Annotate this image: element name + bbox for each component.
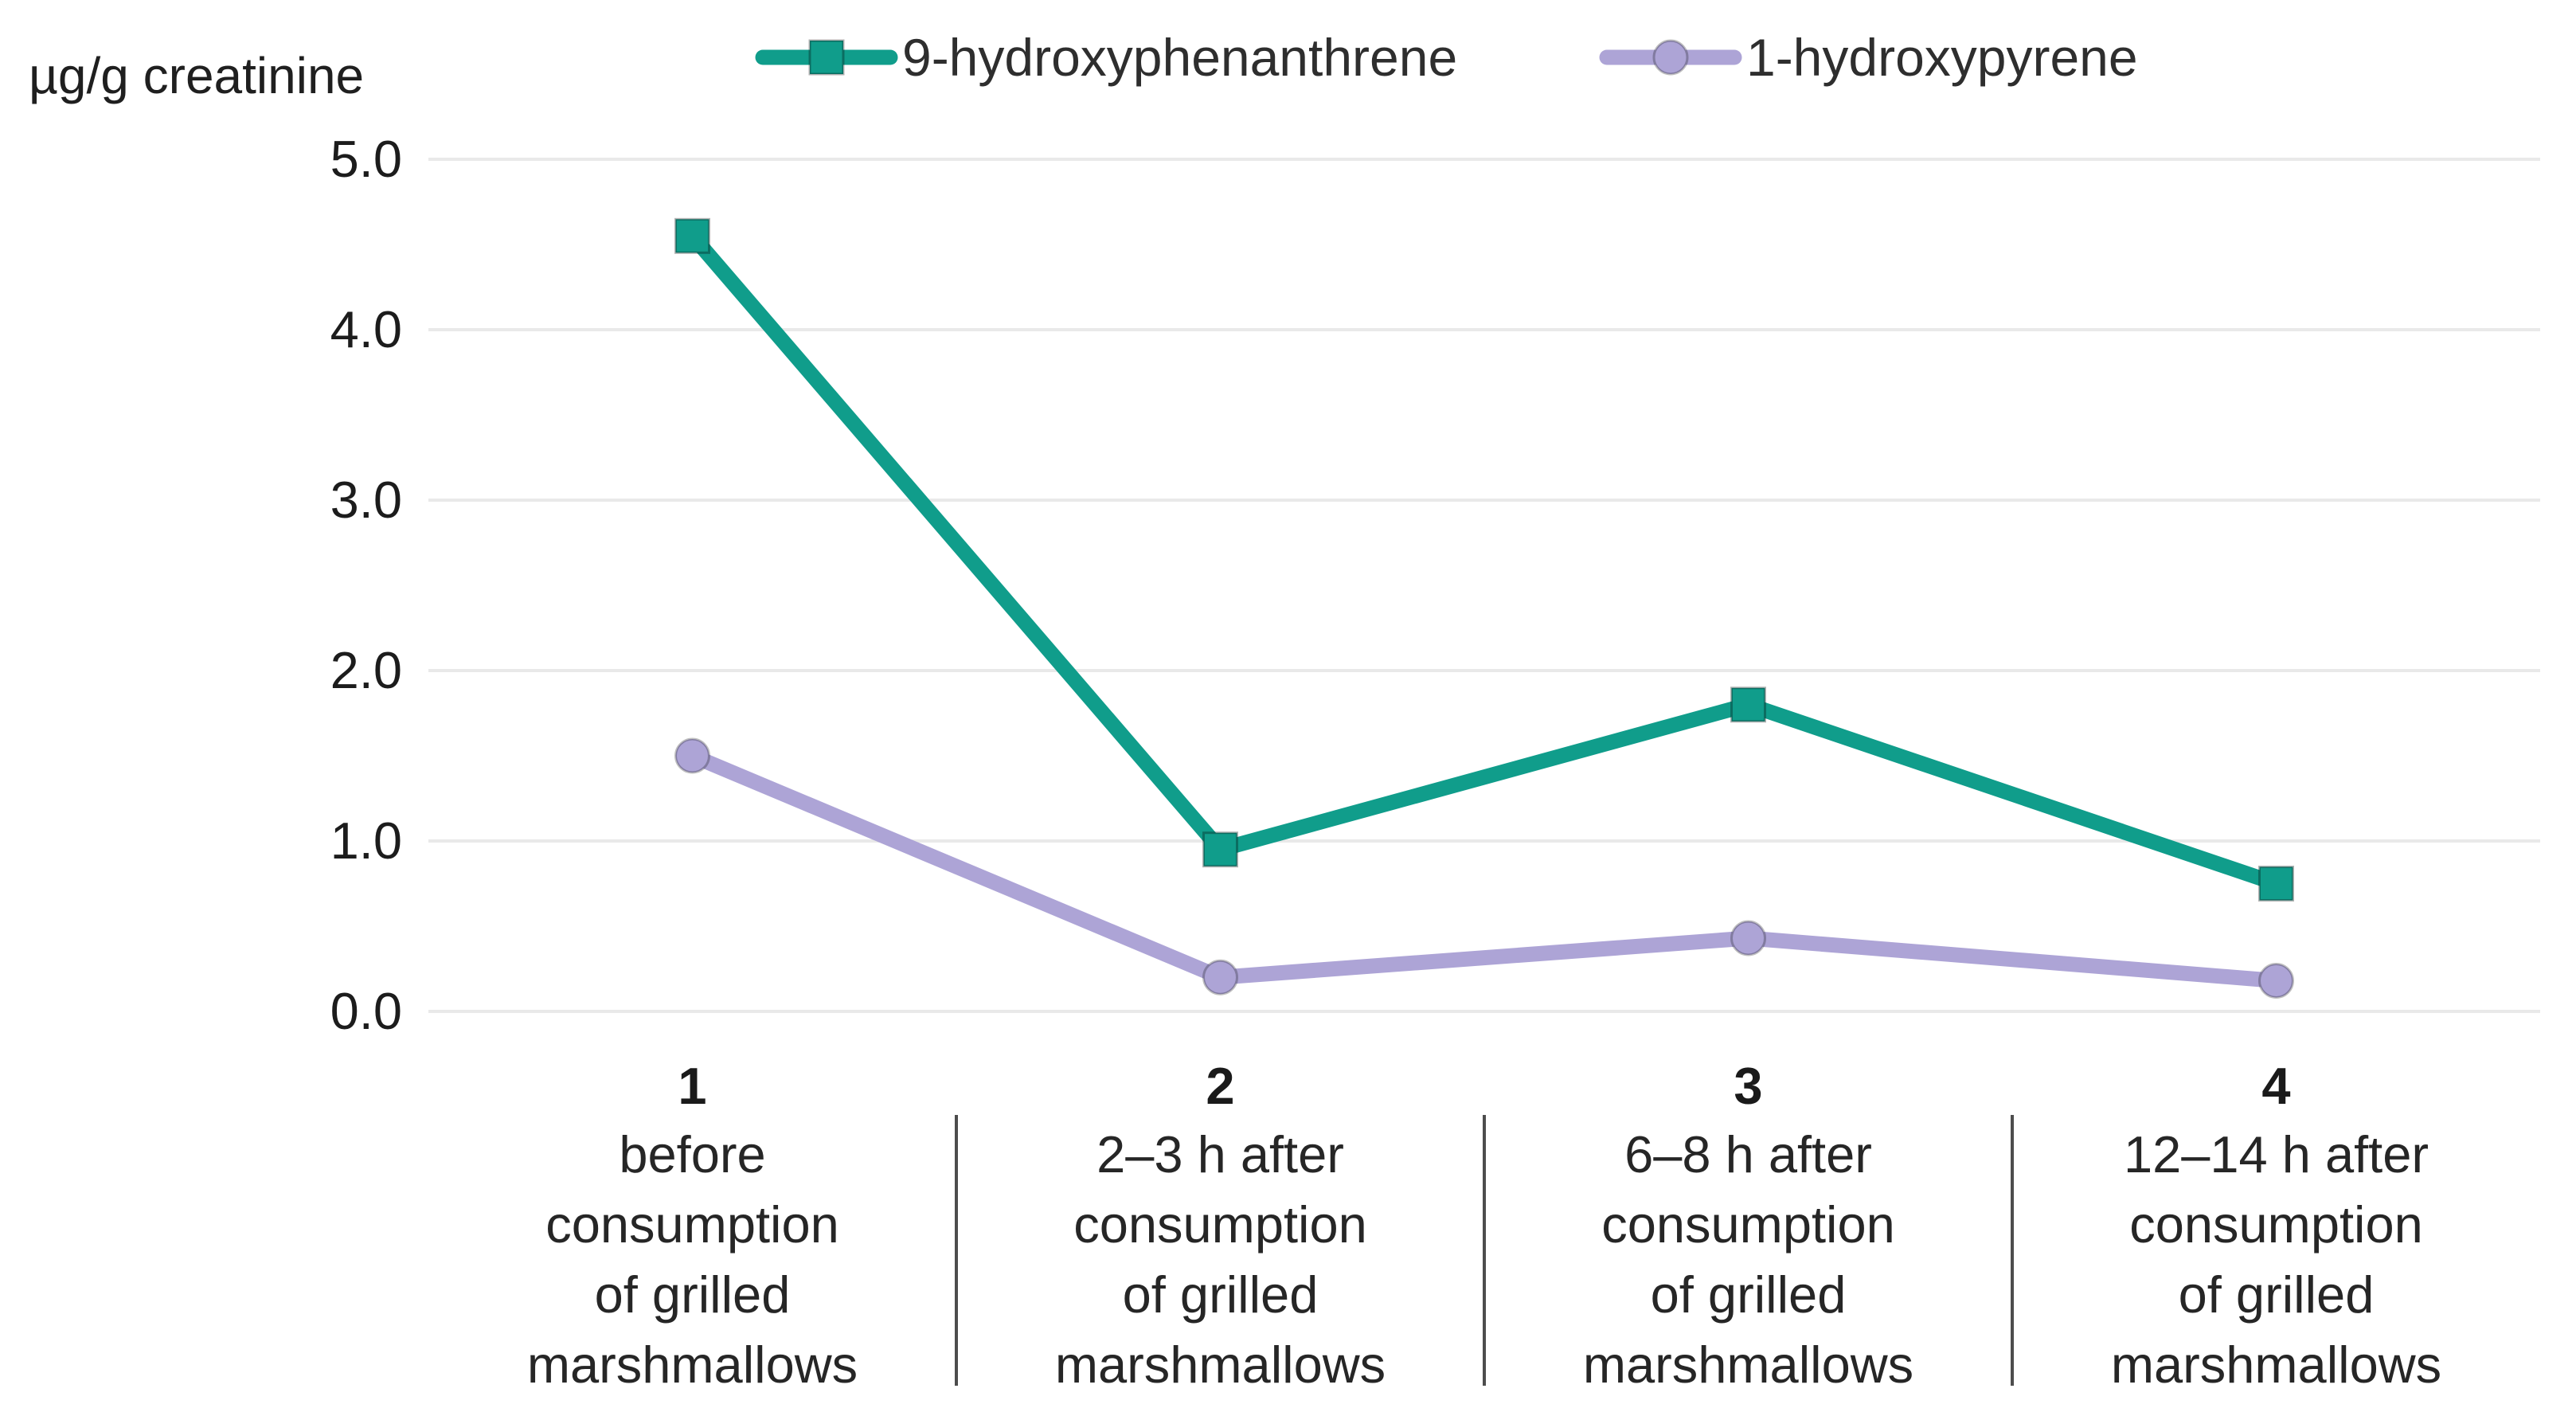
data-point-circle bbox=[674, 737, 710, 774]
legend-label: 1-hydroxypyrene bbox=[1746, 28, 2138, 87]
data-point-square bbox=[1730, 686, 1766, 723]
data-point-square bbox=[2258, 866, 2294, 902]
y-axis-unit-label: µg/g creatinine bbox=[29, 47, 365, 104]
legend-item-9-hydroxyphenanthrene: 9-hydroxyphenanthrene bbox=[755, 22, 1457, 92]
legend-line-square-icon bbox=[755, 39, 898, 76]
series-line-circle bbox=[685, 748, 2284, 988]
series-line-square bbox=[685, 228, 2284, 891]
legend-item-1-hydroxypyrene: 1-hydroxypyrene bbox=[1599, 22, 2138, 92]
data-point-square bbox=[1202, 831, 1238, 868]
data-point-circle bbox=[1202, 959, 1238, 995]
legend-line-circle-icon bbox=[1599, 39, 1742, 76]
data-point-circle bbox=[1730, 920, 1766, 956]
data-point-square bbox=[674, 217, 710, 254]
legend-label: 9-hydroxyphenanthrene bbox=[902, 28, 1458, 87]
data-point-circle bbox=[2258, 962, 2294, 999]
